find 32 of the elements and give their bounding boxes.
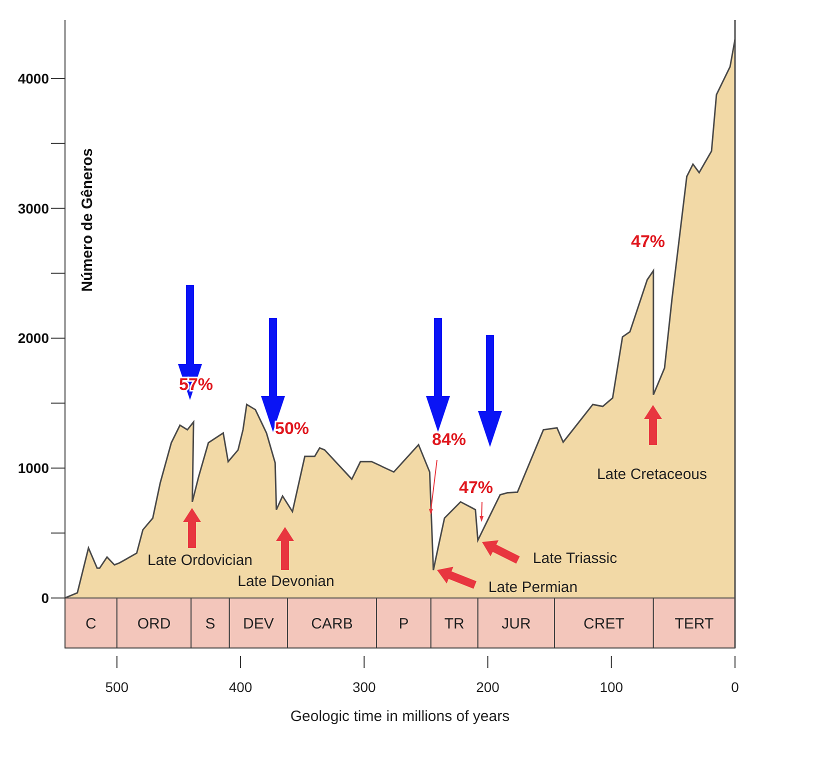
y-tick-label: 0 (41, 590, 50, 606)
band-label: DEV (243, 615, 274, 632)
x-tick-label: 200 (476, 679, 500, 695)
band-label: CRET (584, 615, 624, 632)
y-tick-label: 4000 (18, 70, 50, 86)
y-tick-label: 1000 (18, 460, 50, 476)
x-axis-title: Geologic time in millions of years (290, 708, 510, 725)
annotation: Late Devonian (238, 573, 334, 590)
annotation: Late Cretaceous (596, 466, 708, 483)
annotation: 50% (274, 419, 310, 438)
x-tick-label: 100 (600, 679, 624, 695)
annotation: Late Ordovician (147, 552, 253, 569)
band-label: C (86, 615, 97, 632)
x-tick-label: 400 (228, 679, 252, 695)
annotation: 47% (630, 232, 666, 251)
band-label: JUR (502, 615, 531, 632)
band-label: ORD (137, 615, 171, 632)
band-label: CARB (311, 615, 353, 632)
band-label: S (205, 615, 216, 632)
annotation: Late Triassic (532, 550, 618, 567)
y-tick-label: 3000 (18, 200, 50, 216)
y-axis-title: Número de Gêneros (79, 148, 96, 292)
y-tick-label: 2000 (18, 330, 50, 346)
x-tick-label: 500 (105, 679, 129, 695)
annotation: 47% (458, 478, 494, 497)
annotation: Late Permian (488, 579, 578, 596)
band-label: P (398, 615, 409, 632)
x-tick-label: 300 (352, 679, 376, 695)
x-tick-label: 0 (731, 679, 740, 695)
band-label: TERT (674, 615, 714, 632)
band-label: TR (444, 615, 465, 632)
annotation: 84% (432, 430, 466, 449)
